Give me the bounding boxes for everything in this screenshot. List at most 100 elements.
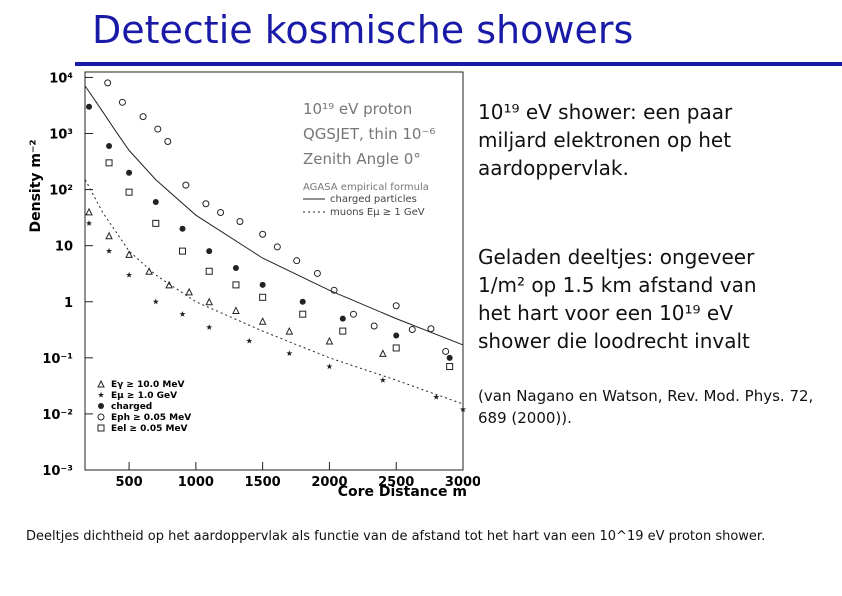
- legend-label: charged particles: [330, 194, 417, 205]
- x-tick-label: 2500: [378, 475, 414, 490]
- point: [165, 280, 173, 289]
- point: [105, 231, 113, 240]
- point: [105, 247, 113, 254]
- point: [164, 138, 172, 146]
- point: [152, 219, 160, 227]
- legend-label: muons Eμ ≥ 1 GeV: [330, 207, 425, 218]
- annotation: AGASA empirical formula: [303, 182, 429, 193]
- x-axis-label: Core Distance m: [338, 484, 467, 500]
- point: [258, 317, 267, 325]
- point: [349, 310, 357, 318]
- legend-label: charged: [111, 402, 152, 412]
- point: [408, 326, 416, 334]
- point: [205, 267, 213, 275]
- y-axis-label: Density m⁻²: [28, 139, 44, 232]
- y-tick-label: 10⁻³: [42, 464, 73, 479]
- annotation: 10¹⁹ eV proton: [303, 100, 412, 118]
- bullet: Geladen deeltjes: ongeveer 1/m² op 1.5 k…: [478, 245, 757, 353]
- legend-label: Eel ≥ 0.05 MeV: [111, 424, 188, 434]
- point: [293, 257, 301, 265]
- point: [326, 363, 333, 370]
- legend-label: Eγ ≥ 10.0 MeV: [111, 380, 184, 390]
- point: [259, 281, 266, 288]
- y-tick-label: 10⁻¹: [42, 352, 73, 367]
- point: [139, 113, 147, 121]
- point: [392, 344, 400, 352]
- x-tick-label: 1000: [178, 475, 214, 490]
- annotation: Zenith Angle 0°: [303, 150, 421, 168]
- x-tick-label: 1500: [245, 475, 281, 490]
- point: [232, 281, 240, 289]
- point: [205, 297, 214, 306]
- annotation: QGSJET, thin 10⁻⁶: [303, 125, 435, 143]
- point: [427, 325, 435, 333]
- x-tick-label: 3000: [445, 475, 480, 490]
- point: [236, 217, 244, 225]
- point: [286, 350, 293, 356]
- point: [379, 349, 387, 357]
- point: [339, 327, 347, 335]
- point: [206, 248, 213, 255]
- point: [152, 298, 159, 305]
- legend-marker: [97, 424, 105, 432]
- point: [459, 406, 467, 413]
- legend-marker: [97, 413, 105, 421]
- legend-marker: [97, 379, 105, 388]
- y-tick-label: 10²: [49, 184, 73, 199]
- point: [104, 79, 112, 87]
- point: [145, 267, 153, 275]
- point: [106, 142, 113, 149]
- point: [179, 310, 186, 317]
- point: [125, 188, 133, 196]
- point: [433, 393, 440, 400]
- point: [299, 298, 306, 305]
- point: [232, 264, 239, 271]
- point: [299, 310, 307, 318]
- point: [259, 230, 267, 238]
- y-tick-label: 10⁻²: [42, 408, 73, 423]
- y-tick-label: 10: [55, 240, 73, 255]
- point: [313, 269, 321, 277]
- point: [232, 306, 240, 314]
- point: [393, 332, 400, 339]
- y-tick-label: 1: [64, 296, 73, 311]
- point: [339, 315, 346, 322]
- point: [125, 250, 133, 258]
- point: [126, 169, 133, 176]
- x-tick-label: 500: [116, 475, 143, 490]
- chart: Core Distance m Density m⁻² 10⁻³ 10⁻² 10⁻¹…: [28, 71, 480, 500]
- point: [182, 181, 190, 189]
- point: [118, 98, 126, 106]
- bullet: 10¹⁹ eV shower: een paar miljard elektro…: [478, 100, 733, 180]
- point: [217, 209, 225, 217]
- point: [273, 243, 281, 251]
- slide-title: Detectie kosmische showers: [92, 8, 634, 52]
- point: [86, 103, 93, 110]
- legend-marker: [98, 403, 104, 409]
- point: [285, 326, 294, 335]
- point: [179, 247, 187, 255]
- point: [185, 287, 193, 296]
- point: [154, 125, 162, 133]
- point: [325, 336, 334, 345]
- legend-label: Eph ≥ 0.05 MeV: [111, 413, 191, 423]
- legend-label: Eμ ≥ 1.0 GeV: [111, 391, 177, 401]
- reference: (van Nagano en Watson, Rev. Mod. Phys. 7…: [478, 387, 814, 427]
- point: [179, 225, 186, 232]
- caption: Deeltjes dichtheid op het aardoppervlak …: [26, 529, 766, 544]
- point: [370, 322, 378, 330]
- point: [392, 302, 400, 310]
- legend-marker: [97, 391, 105, 398]
- curve: [84, 85, 464, 346]
- point: [152, 199, 159, 206]
- point: [85, 207, 93, 216]
- x-tick-label: 2000: [311, 475, 347, 490]
- point: [379, 376, 386, 383]
- point: [105, 159, 113, 167]
- plot-frame: [84, 71, 464, 471]
- y-tick-label: 10³: [49, 128, 73, 143]
- point: [246, 337, 253, 344]
- title-rule: [75, 62, 842, 66]
- point: [330, 286, 338, 294]
